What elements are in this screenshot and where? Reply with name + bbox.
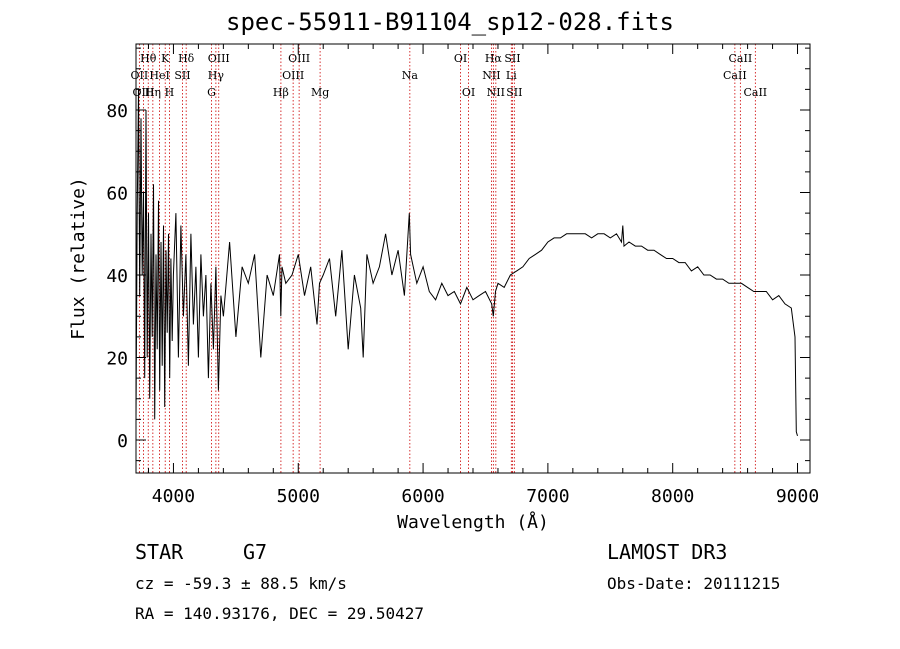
spectral-line-label: OIII (282, 69, 304, 82)
spectral-line-label: HeI (149, 69, 169, 82)
spectral-line-label: NII (482, 69, 500, 82)
spectral-line-label: SII (174, 69, 190, 82)
object-subclass: G7 (243, 540, 268, 564)
x-tick-label: 9000 (776, 486, 819, 507)
survey-name: LAMOST DR3 (607, 540, 728, 564)
spectral-line-label: Hβ (273, 86, 289, 99)
spectral-line-label: Hη (145, 86, 161, 99)
y-axis-ticks: 0 20 40 60 80 (106, 47, 810, 462)
y-tick-label: 60 (106, 184, 128, 205)
spectral-line-label: Mg (311, 86, 329, 99)
spectral-line-label: OI (454, 52, 467, 65)
spectral-line-label: Li (506, 69, 517, 82)
x-axis-label: Wavelength (Å) (397, 511, 549, 533)
spectral-line-label: CaII (729, 52, 753, 65)
spectral-line-label: NII (487, 86, 505, 99)
spectral-line-label: CaII (743, 86, 767, 99)
x-tick-label: 5000 (277, 486, 320, 507)
spectral-line-label: SII (504, 52, 520, 65)
y-tick-label: 40 (106, 266, 128, 287)
spectral-line-label: OIII (208, 52, 230, 65)
spectral-line-label: Hα (485, 52, 503, 65)
spectral-line-label: CaII (723, 69, 747, 82)
spectral-line-label: K (161, 52, 170, 65)
spectral-line-label: OI (462, 86, 475, 99)
spectral-line-label: SII (506, 86, 522, 99)
spectral-line-label: Na (402, 69, 419, 82)
x-tick-label: 4000 (152, 486, 195, 507)
spectral-line-label: OIII (288, 52, 310, 65)
spectral-line-label: H (165, 86, 175, 99)
spectral-line-label: OII (131, 69, 149, 82)
spectral-line-label: Hγ (208, 69, 225, 82)
spectral-line-label: G (207, 86, 216, 99)
spectral-line-markers (138, 44, 756, 473)
x-tick-label: 7000 (526, 486, 569, 507)
y-tick-label: 0 (117, 431, 128, 452)
y-tick-label: 20 (106, 349, 128, 370)
x-tick-label: 8000 (651, 486, 694, 507)
observation-date: Obs-Date: 20111215 (607, 574, 781, 593)
x-axis-ticks: 4000 5000 6000 7000 8000 9000 (147, 44, 819, 507)
y-axis-label: Flux (relative) (68, 177, 89, 340)
spectral-line-label: Hθ (140, 52, 157, 65)
chart-title: spec-55911-B91104_sp12-028.fits (226, 8, 674, 36)
redshift-readout: cz = -59.3 ± 88.5 km/s (135, 574, 347, 593)
coordinates-readout: RA = 140.93176, DEC = 29.50427 (135, 604, 424, 623)
flux-series-line (135, 89, 798, 437)
y-tick-label: 80 (106, 101, 128, 122)
spectral-line-label: Hδ (178, 52, 195, 65)
object-class: STAR (135, 540, 184, 564)
x-tick-label: 6000 (401, 486, 444, 507)
plot-frame (135, 43, 811, 474)
